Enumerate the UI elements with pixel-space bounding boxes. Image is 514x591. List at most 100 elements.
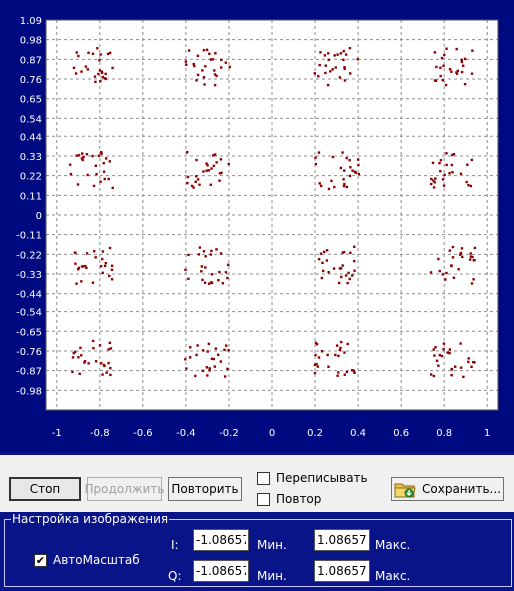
- data-point: [326, 353, 329, 357]
- data-point: [205, 169, 208, 172]
- data-point: [108, 51, 112, 55]
- autoscale-checkbox[interactable]: ✔: [34, 553, 47, 567]
- data-point: [210, 273, 214, 276]
- stop-button[interactable]: Стоп: [9, 477, 81, 501]
- data-point: [456, 69, 460, 73]
- data-point: [100, 362, 103, 365]
- repeat-checkbox[interactable]: [257, 492, 270, 506]
- data-point: [467, 357, 470, 360]
- data-point: [453, 365, 457, 368]
- data-point: [104, 157, 108, 160]
- data-point: [75, 154, 78, 157]
- overwrite-checkbox-row[interactable]: Переписывать: [257, 471, 368, 485]
- data-point: [450, 70, 453, 73]
- data-point: [448, 348, 452, 351]
- data-point: [343, 65, 346, 69]
- data-point: [319, 184, 323, 188]
- data-point: [450, 374, 453, 377]
- continue-button[interactable]: Продолжить: [85, 477, 164, 501]
- data-point: [429, 271, 433, 274]
- data-point: [91, 154, 94, 158]
- data-point: [192, 186, 195, 189]
- overwrite-checkbox[interactable]: [257, 471, 270, 485]
- data-point: [213, 73, 217, 76]
- q-min-field[interactable]: [193, 560, 249, 582]
- data-point: [81, 152, 84, 155]
- data-point: [206, 164, 209, 167]
- data-point: [226, 276, 229, 280]
- data-point: [469, 255, 473, 258]
- i-max-field[interactable]: [314, 529, 370, 551]
- data-point: [200, 265, 204, 268]
- data-point: [196, 73, 200, 77]
- data-point: [339, 52, 343, 55]
- data-point: [467, 360, 470, 364]
- data-point: [339, 166, 343, 170]
- data-point: [342, 178, 345, 181]
- data-point: [459, 251, 463, 255]
- data-point: [101, 373, 104, 376]
- data-point: [207, 282, 211, 285]
- data-point: [206, 374, 209, 377]
- data-point: [465, 180, 468, 184]
- i-min-field[interactable]: [193, 529, 249, 551]
- data-point: [208, 367, 211, 370]
- data-point: [466, 163, 469, 166]
- data-point: [320, 276, 324, 280]
- data-point: [438, 269, 441, 273]
- data-point: [329, 70, 332, 73]
- data-point: [201, 369, 204, 373]
- data-point: [331, 68, 334, 71]
- data-point: [349, 166, 352, 169]
- x-tick-label: -1: [52, 428, 62, 439]
- repeat-checkbox-row[interactable]: Повтор: [257, 492, 321, 506]
- q-max-field[interactable]: [314, 560, 370, 582]
- data-point: [469, 184, 473, 188]
- data-point: [71, 356, 75, 359]
- data-point: [212, 357, 215, 361]
- data-point: [443, 173, 446, 177]
- data-point: [342, 184, 346, 188]
- data-point: [346, 342, 349, 346]
- data-point: [433, 181, 436, 184]
- data-point: [430, 182, 433, 186]
- data-point: [459, 366, 463, 369]
- data-point: [209, 183, 212, 186]
- data-point: [101, 75, 104, 79]
- data-point: [322, 250, 326, 254]
- data-point: [435, 359, 439, 362]
- save-button[interactable]: Сохранить...: [391, 477, 504, 501]
- data-point: [201, 69, 204, 72]
- data-point: [208, 52, 211, 55]
- data-point: [441, 178, 445, 181]
- data-point: [313, 363, 317, 367]
- autoscale-label: АвтоМасштаб: [53, 553, 140, 567]
- data-point: [207, 169, 211, 172]
- data-point: [335, 344, 339, 347]
- data-point: [326, 83, 330, 87]
- data-point: [471, 255, 474, 259]
- data-point: [345, 156, 348, 160]
- data-point: [473, 361, 476, 364]
- data-point: [443, 53, 446, 57]
- data-point: [460, 58, 463, 62]
- data-point: [110, 268, 114, 272]
- data-point: [207, 342, 211, 346]
- data-point: [339, 346, 342, 350]
- data-point: [319, 252, 323, 255]
- data-point: [111, 186, 114, 190]
- data-point: [86, 173, 89, 177]
- repeat-button[interactable]: Повторить: [168, 477, 242, 501]
- data-point: [214, 52, 217, 55]
- data-point: [99, 53, 102, 56]
- data-point: [200, 270, 203, 273]
- data-point: [460, 70, 464, 74]
- data-point: [195, 175, 198, 178]
- data-point: [334, 66, 337, 69]
- data-point: [317, 257, 321, 261]
- data-point: [339, 267, 343, 270]
- y-tick-label: -0.33: [16, 270, 42, 281]
- data-point: [354, 171, 357, 174]
- autoscale-checkbox-row[interactable]: ✔ АвтоМасштаб: [34, 553, 140, 567]
- data-point: [212, 154, 215, 157]
